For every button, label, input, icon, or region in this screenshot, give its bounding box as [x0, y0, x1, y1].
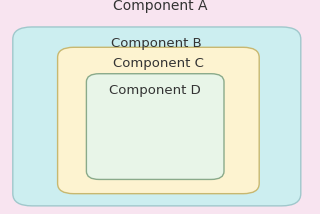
Text: Component D: Component D — [109, 84, 201, 97]
Text: Component B: Component B — [111, 37, 202, 50]
FancyBboxPatch shape — [58, 47, 259, 194]
Text: Component C: Component C — [113, 58, 204, 70]
FancyBboxPatch shape — [13, 27, 301, 206]
Text: Component A: Component A — [113, 0, 207, 12]
FancyBboxPatch shape — [86, 74, 224, 179]
